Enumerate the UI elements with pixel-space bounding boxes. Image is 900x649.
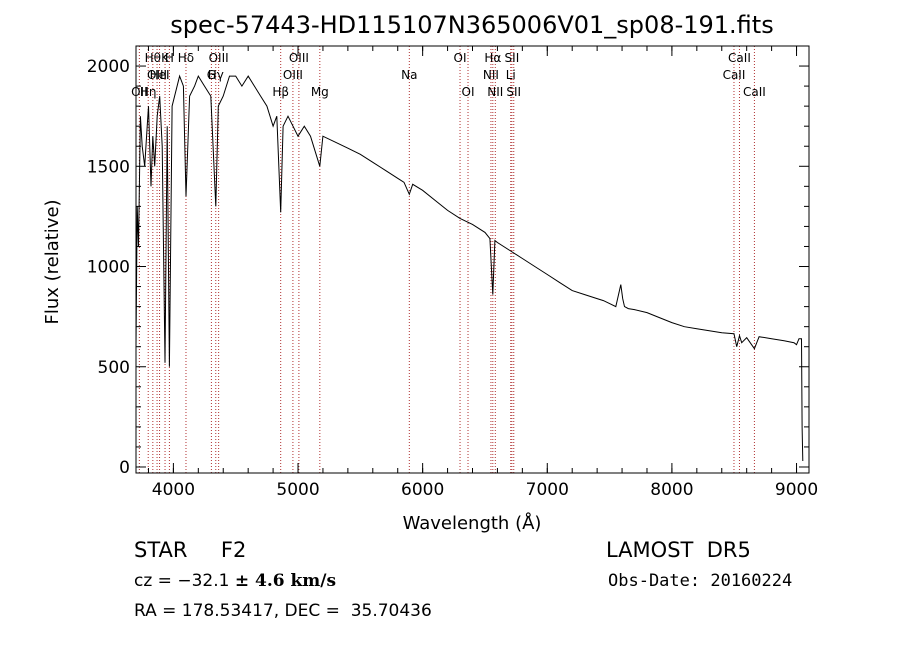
x-tick-label-0: 4000 xyxy=(152,480,195,500)
line-label-7: Hδ xyxy=(178,51,194,65)
line-label-8: G xyxy=(207,68,216,82)
line-label-21: Li xyxy=(506,68,516,82)
y-axis-label: Flux (relative) xyxy=(42,199,63,324)
line-label-12: OIII xyxy=(283,68,303,82)
x-axis-label: Wavelength (Å) xyxy=(403,512,542,534)
line-label-23: SII xyxy=(506,85,521,99)
line-label-2: Hθ xyxy=(145,51,161,65)
y-tick-label-3: 1500 xyxy=(87,157,130,177)
survey-name: LAMOST DR5 xyxy=(606,538,751,562)
y-tick-label-2: 1000 xyxy=(87,258,130,278)
line-label-16: OI xyxy=(454,51,467,65)
cz-value: cz = −32.1 xyxy=(134,571,235,591)
line-label-3: OIII xyxy=(147,68,167,82)
line-label-4: HeI xyxy=(150,68,170,82)
redshift-line: cz = −32.1 ± 4.6 km/s xyxy=(134,573,336,590)
line-label-26: CaII xyxy=(743,85,766,99)
spectrum-line xyxy=(135,74,804,462)
x-tick-label-2: 6000 xyxy=(401,480,444,500)
line-label-6: H xyxy=(165,51,174,65)
line-label-24: CaII xyxy=(723,68,746,82)
y-tick-label-1: 500 xyxy=(98,358,130,378)
x-tick-label-4: 8000 xyxy=(650,480,693,500)
line-label-5: K xyxy=(161,51,170,65)
line-label-11: Hβ xyxy=(272,85,289,99)
line-label-0: OII xyxy=(131,85,148,99)
line-label-1: Hη xyxy=(140,85,157,99)
cz-error: ± 4.6 km/s xyxy=(234,571,337,591)
line-label-25: CaII xyxy=(728,51,751,65)
line-markers xyxy=(138,46,755,473)
line-label-17: OI xyxy=(462,85,475,99)
line-label-15: Na xyxy=(401,68,417,82)
line-label-20: NII xyxy=(487,85,503,99)
y-tick-label-0: 0 xyxy=(119,458,130,478)
coordinates: RA = 178.53417, DEC = 35.70436 xyxy=(134,601,432,621)
line-label-10: OIII xyxy=(209,51,229,65)
x-tick-label-1: 5000 xyxy=(276,480,319,500)
line-label-14: Mg xyxy=(311,85,329,99)
line-label-9: Hγ xyxy=(208,68,224,82)
axes: 4000 5000 6000 7000 8000 9000 0 500 1000 1500 2000 xyxy=(87,46,818,500)
line-label-18: NII xyxy=(483,68,499,82)
line-label-19: Hα xyxy=(484,51,501,65)
chart-title: spec-57443-HD115107N365006V01_sp08-191.f… xyxy=(170,11,773,39)
plot-frame xyxy=(135,45,810,474)
observation-date: Obs-Date: 20160224 xyxy=(608,571,793,591)
x-tick-label-5: 9000 xyxy=(775,480,818,500)
object-type: STAR F2 xyxy=(134,538,247,562)
line-label-22: SII xyxy=(505,51,520,65)
y-tick-label-4: 2000 xyxy=(87,57,130,77)
line-label-13: OIII xyxy=(289,51,309,65)
x-tick-label-3: 7000 xyxy=(526,480,569,500)
